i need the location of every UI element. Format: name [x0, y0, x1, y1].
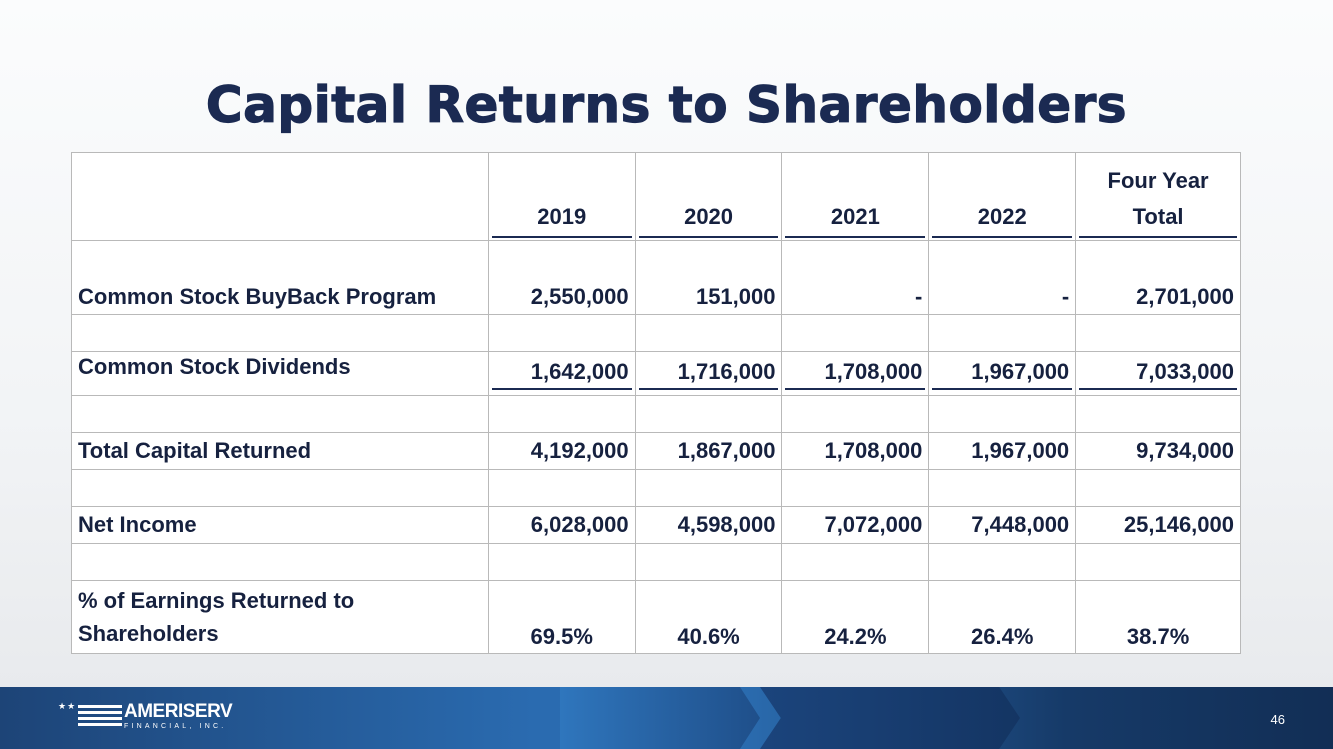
- cell-value: 1,716,000: [634, 351, 783, 396]
- header-empty-cell: [71, 152, 489, 241]
- footer-chevron: [560, 687, 760, 749]
- capital-returns-table: 2019 2020 2021 2022 Four Year Total Comm…: [71, 152, 1241, 654]
- cell-value: 40.6%: [634, 580, 783, 654]
- logo-stripes-icon: [78, 705, 122, 729]
- spacer-row: [71, 314, 1241, 352]
- footer-bar: ★★ AMERISERV FINANCIAL, INC. 46: [0, 687, 1333, 749]
- row-label: Total Capital Returned: [71, 432, 489, 470]
- header-2020: 2020: [634, 152, 783, 241]
- header-four-year-total: Four Year Total: [1075, 152, 1241, 241]
- cell-value: 9,734,000: [1075, 432, 1241, 470]
- cell-value: -: [928, 240, 1077, 315]
- cell-value: 24.2%: [781, 580, 930, 654]
- logo-stars-icon: ★★: [58, 701, 77, 711]
- cell-value: 7,072,000: [781, 506, 930, 544]
- cell-value: 25,146,000: [1075, 506, 1241, 544]
- table-row-buyback: Common Stock BuyBack Program 2,550,000 1…: [71, 240, 1241, 315]
- row-label: Common Stock BuyBack Program: [71, 240, 489, 315]
- cell-value: 69.5%: [487, 580, 636, 654]
- footer-chevron: [760, 687, 1020, 749]
- spacer-row: [71, 395, 1241, 433]
- cell-value: 7,448,000: [928, 506, 1077, 544]
- table-header-row: 2019 2020 2021 2022 Four Year Total: [71, 152, 1241, 241]
- cell-value: -: [781, 240, 930, 315]
- table-row-dividends: Common Stock Dividends 1,642,000 1,716,0…: [71, 351, 1241, 396]
- cell-value: 6,028,000: [487, 506, 636, 544]
- spacer-row: [71, 469, 1241, 507]
- cell-value: 4,192,000: [487, 432, 636, 470]
- header-2022: 2022: [928, 152, 1077, 241]
- page-number: 46: [1270, 712, 1285, 727]
- cell-value: 1,708,000: [781, 432, 930, 470]
- logo-subtitle: FINANCIAL, INC.: [124, 723, 227, 730]
- row-label: % of Earnings Returned to Shareholders: [71, 580, 489, 654]
- cell-value: 1,967,000: [928, 351, 1077, 396]
- cell-value: 4,598,000: [634, 506, 783, 544]
- table-row-net-income: Net Income 6,028,000 4,598,000 7,072,000…: [71, 506, 1241, 544]
- cell-value: 1,967,000: [928, 432, 1077, 470]
- cell-value: 2,701,000: [1075, 240, 1241, 315]
- table-row-pct-earnings: % of Earnings Returned to Shareholders 6…: [71, 580, 1241, 654]
- header-2019: 2019: [487, 152, 636, 241]
- cell-value: 1,708,000: [781, 351, 930, 396]
- cell-value: 1,867,000: [634, 432, 783, 470]
- slide-title: Capital Returns to Shareholders: [205, 75, 1128, 134]
- spacer-row: [71, 543, 1241, 581]
- cell-value: 151,000: [634, 240, 783, 315]
- logo-name: AMERISERV: [124, 701, 233, 722]
- cell-value: 26.4%: [928, 580, 1077, 654]
- cell-value: 38.7%: [1075, 580, 1241, 654]
- cell-value: 1,642,000: [487, 351, 636, 396]
- header-2021: 2021: [781, 152, 930, 241]
- cell-value: 2,550,000: [487, 240, 636, 315]
- row-label: Net Income: [71, 506, 489, 544]
- cell-value: 7,033,000: [1075, 351, 1241, 396]
- table-row-total-capital: Total Capital Returned 4,192,000 1,867,0…: [71, 432, 1241, 470]
- row-label: Common Stock Dividends: [71, 351, 489, 396]
